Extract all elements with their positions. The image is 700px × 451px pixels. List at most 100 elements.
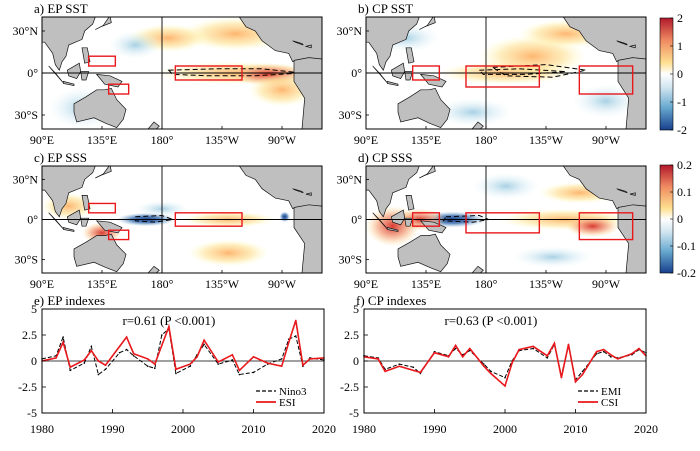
x-tick-label: 2020: [634, 422, 658, 436]
land-mass: [293, 204, 322, 273]
data-point-csi: [454, 344, 457, 347]
land-mass: [305, 192, 312, 196]
data-point-esi: [168, 325, 170, 328]
anomaly-contour: [491, 64, 587, 78]
y-tick-label: 0°: [351, 213, 362, 227]
land-mass: [66, 62, 82, 80]
chart-title: f) CP indexes: [356, 293, 426, 308]
map-field: [366, 17, 646, 129]
data-point-esi: [231, 353, 234, 356]
map-field: [42, 17, 322, 129]
region-box-emi_west: [465, 212, 541, 234]
x-tick-label: 135°W: [529, 133, 564, 147]
data-point-emi: [398, 363, 401, 365]
anomaly-region: [279, 211, 290, 223]
data-point-esi: [125, 336, 128, 338]
colorbar-tick-label: 0: [677, 212, 683, 226]
data-point-nino3: [203, 343, 205, 346]
data-point-esi: [161, 344, 163, 347]
x-tick-label: 135°W: [529, 277, 564, 291]
legend-label-csi: CSI: [601, 397, 618, 409]
anomaly-contour: [134, 214, 175, 223]
data-point-esi: [302, 364, 304, 366]
data-point-emi: [581, 370, 584, 373]
region-box-wp: [87, 202, 117, 214]
x-tick-label: 135°E: [87, 133, 117, 147]
x-tick-label: 1980: [30, 422, 54, 436]
x-tick-label: 180°: [475, 133, 498, 147]
land-mass: [390, 209, 406, 226]
data-point-csi: [377, 358, 379, 360]
legend-label-nino3: Nino3: [279, 386, 307, 398]
land-mass: [397, 233, 451, 273]
x-tick-label: 90°W: [268, 133, 297, 147]
data-point-esi: [154, 363, 156, 365]
y-tick-label: 30°N: [13, 24, 39, 38]
region-box-nw_aus: [107, 83, 130, 95]
data-point-nino3: [146, 365, 149, 368]
panel-title: a) EP SST: [34, 1, 88, 16]
x-tick-label: 90°W: [592, 133, 621, 147]
anomaly-region: [566, 215, 620, 237]
data-point-csi: [553, 342, 556, 345]
y-tick-label: -5: [349, 406, 359, 420]
region-box-emi_north: [411, 65, 441, 81]
land-mass: [405, 195, 415, 211]
data-point-nino3: [132, 355, 135, 357]
data-point-esi: [287, 341, 290, 344]
land-mass: [366, 17, 420, 71]
land-mass: [80, 71, 90, 81]
region-box-nw_aus: [107, 229, 130, 241]
data-point-nino3: [161, 334, 163, 336]
land-mass: [293, 57, 322, 129]
data-point-esi: [280, 365, 283, 368]
data-point-csi: [595, 350, 598, 353]
land-mass: [366, 166, 420, 218]
x-tick-label: 90°E: [30, 277, 54, 291]
data-point-nino3: [217, 363, 220, 365]
correlation-annotation: r=0.61 (P <0.001): [122, 313, 215, 328]
data-point-nino3: [62, 336, 64, 338]
land-mass: [616, 40, 628, 46]
map-panel-a: 90°E 135°E 180° 135°W 90°W 30°N 0° 30°S a) EP SS…: [13, 1, 323, 147]
anomaly-region: [572, 84, 640, 118]
land-mass: [42, 166, 96, 218]
data-point-esi: [217, 361, 220, 363]
data-point-csi: [412, 369, 415, 372]
data-point-esi: [118, 345, 121, 348]
x-tick-label: 1990: [101, 422, 125, 436]
colorbar-tick-label: -0.2: [677, 266, 696, 280]
y-tick-label: 0°: [27, 66, 38, 80]
colorbar-tick-label: 0.2: [677, 158, 692, 172]
y-tick-label: 30°N: [13, 172, 39, 186]
data-point-csi: [461, 356, 464, 358]
data-point-csi: [490, 372, 492, 375]
land-mass: [419, 166, 436, 179]
data-point-esi: [90, 349, 93, 352]
data-point-emi: [412, 366, 415, 369]
data-point-csi: [574, 381, 577, 383]
data-point-esi: [55, 357, 57, 359]
panel-title: b) CP SST: [358, 1, 413, 16]
land-mass: [304, 44, 312, 49]
data-point-csi: [631, 352, 633, 355]
x-tick-label: 180°: [151, 277, 174, 291]
data-point-esi: [69, 366, 71, 369]
land-mass: [616, 188, 628, 194]
x-tick-label: 180°: [475, 277, 498, 291]
region-box-emi_south: [578, 212, 634, 241]
data-point-emi: [546, 357, 549, 359]
y-tick-label: 30°S: [15, 253, 38, 267]
data-point-nino3: [231, 359, 234, 361]
data-point-csi: [433, 351, 436, 354]
y-tick-label: -5: [27, 406, 37, 420]
y-tick-label: 0°: [27, 213, 38, 227]
region-box-emi_south: [578, 65, 634, 95]
y-tick-label: 30°S: [339, 108, 362, 122]
y-tick-label: 2.5: [344, 328, 359, 342]
land-mass: [95, 166, 112, 179]
colorbar-tick-label: 0: [677, 67, 683, 81]
data-point-nino3: [175, 372, 177, 375]
data-point-esi: [62, 341, 64, 344]
